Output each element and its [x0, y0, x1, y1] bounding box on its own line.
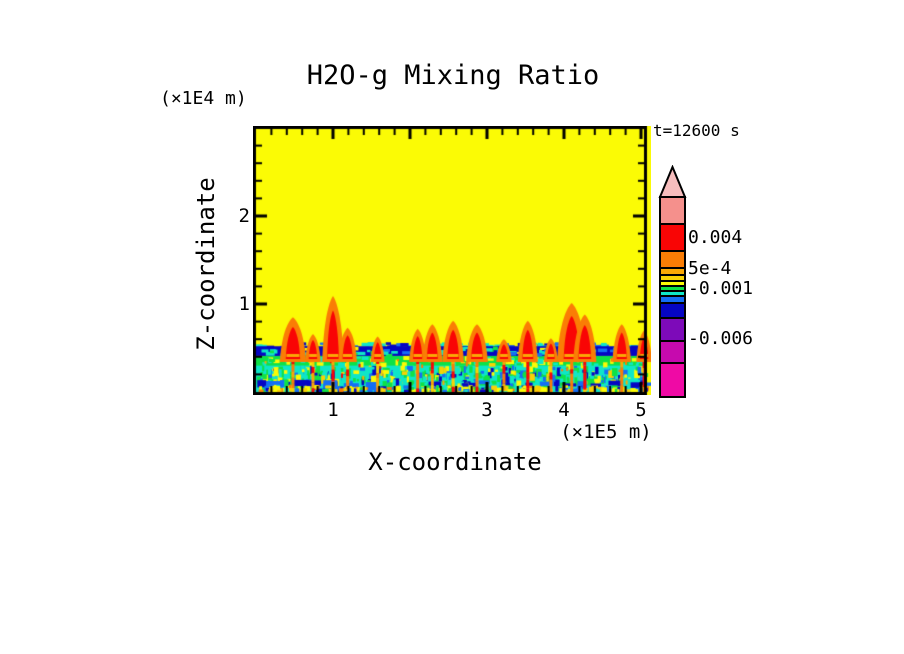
- colorbar-segment: [659, 302, 686, 319]
- colorbar-segment: [659, 295, 686, 304]
- x-tick-label: 3: [481, 399, 493, 421]
- colorbar-segment: [659, 196, 686, 225]
- colorbar-segment: [659, 362, 686, 398]
- colorbar-segment: [659, 340, 686, 364]
- colorbar-segment: [659, 317, 686, 342]
- colorbar-segment: [659, 223, 686, 252]
- x-axis-title: X-coordinate: [368, 448, 542, 476]
- y-axis-title-text: Z-coordinate: [192, 177, 220, 351]
- colorbar: [658, 165, 687, 398]
- x-axis-units: (×1E5 m): [560, 421, 652, 443]
- y-axis-title: Z-coordinate: [186, 150, 226, 374]
- y-tick-label: 1: [238, 293, 250, 315]
- colorbar-segment: [659, 250, 686, 269]
- x-tick-label: 1: [327, 399, 339, 421]
- colorbar-label: -0.006: [688, 328, 754, 349]
- x-tick-label: 4: [558, 399, 570, 421]
- colorbar-segment: [659, 267, 686, 276]
- x-tick-label: 2: [404, 399, 416, 421]
- chart-title: H2O-g Mixing Ratio: [306, 60, 600, 91]
- colorbar-arrow: [658, 165, 687, 198]
- heatmap-field-canvas: [253, 126, 651, 395]
- colorbar-label: 5e-4: [688, 258, 732, 279]
- y-tick-label: 2: [238, 205, 250, 227]
- colorbar-label: 0.004: [688, 227, 743, 248]
- time-annotation: t=12600 s: [653, 121, 740, 140]
- x-tick-label: 5: [635, 399, 647, 421]
- y-axis-units: (×1E4 m): [160, 88, 247, 109]
- colorbar-label: -0.001: [688, 278, 754, 299]
